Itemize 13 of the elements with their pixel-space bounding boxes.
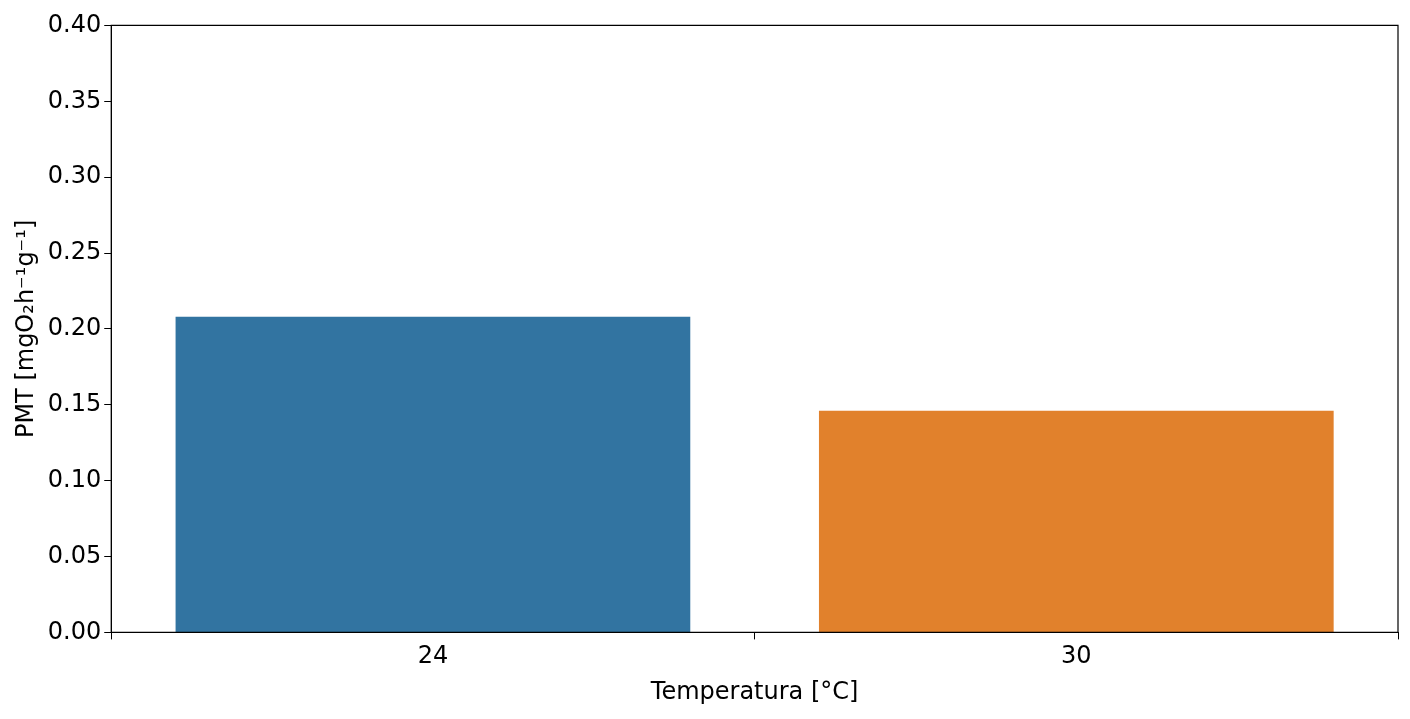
x-tick-label: 24 (417, 641, 449, 670)
y-tick-label: 0.10 (47, 464, 102, 493)
y-tick-label: 0.20 (47, 313, 102, 342)
y-tick-label: 0.30 (47, 161, 102, 190)
y-tick-label: 0.25 (47, 237, 102, 266)
y-tick-label: 0.35 (47, 85, 102, 114)
y-tick-label: 0.15 (47, 389, 102, 418)
x-axis-title: Temperatura [°C] (649, 676, 859, 705)
y-tick-label: 0.05 (47, 540, 102, 569)
y-axis-title: PMT [mgO₂h⁻¹g⁻¹] (10, 219, 39, 439)
x-tick-label: 30 (1061, 641, 1092, 670)
y-tick-label: 0.40 (47, 9, 102, 38)
y-tick-label: 0.00 (47, 616, 102, 645)
